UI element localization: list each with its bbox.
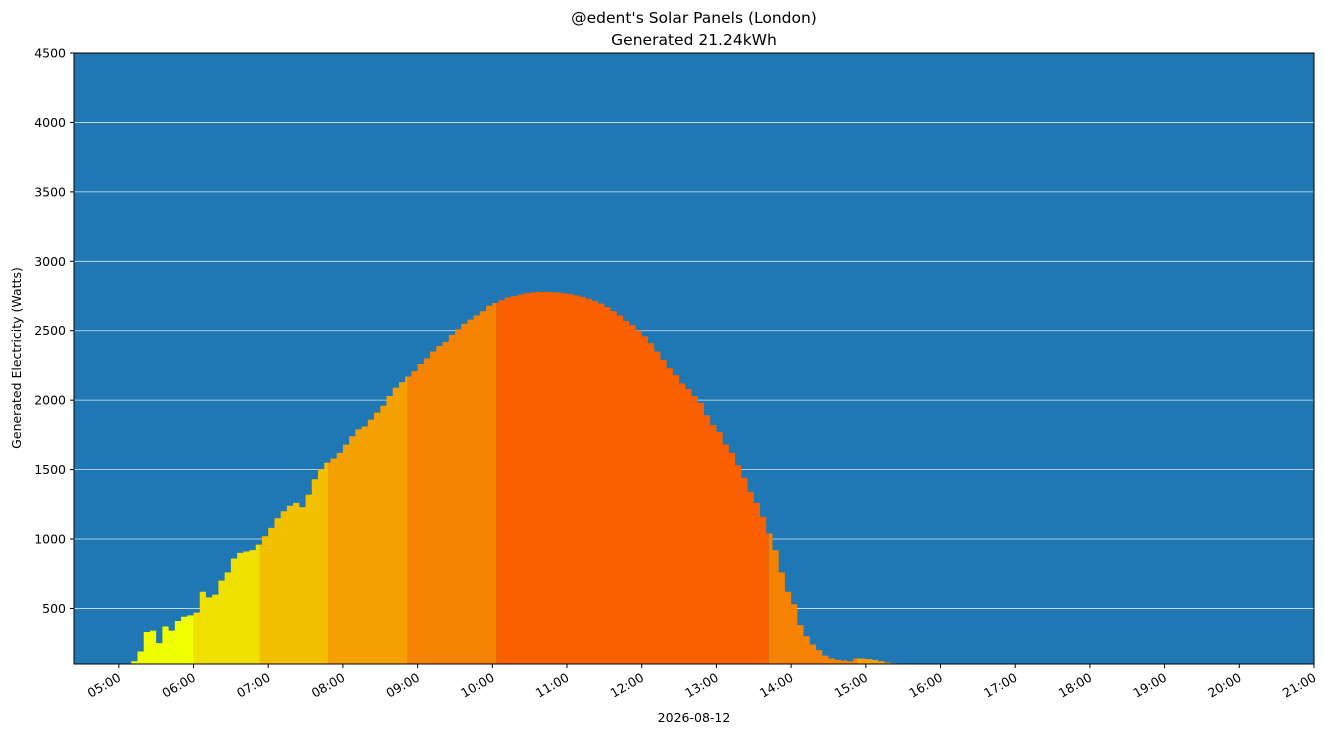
x-tick-label: 18:00 [1056,670,1095,701]
x-tick-label: 06:00 [159,670,198,701]
y-tick-label: 4500 [34,46,66,61]
x-tick-label: 11:00 [533,670,572,701]
y-tick-label: 2000 [34,393,66,408]
chart-title: @edent's Solar Panels (London) [571,9,817,27]
y-axis: 500 1000 1500 2000 2500 3000 3500 4000 4500 [34,46,74,616]
x-tick-label: 10:00 [458,670,497,701]
chart-subtitle: Generated 21.24kWh [611,31,777,49]
y-tick-label: 3000 [34,254,66,269]
y-tick-label: 4000 [34,115,66,130]
plot-frame [73,52,1315,665]
y-tick-label: 3500 [34,184,66,199]
y-tick-label: 2500 [34,323,66,338]
x-tick-label: 19:00 [1130,670,1169,701]
x-tick-label: 09:00 [383,670,422,701]
x-axis-label: 2026-08-12 [658,710,731,725]
x-tick-label: 15:00 [832,670,871,701]
x-tick-label: 14:00 [757,670,796,701]
y-tick-label: 1500 [34,462,66,477]
x-tick-label: 16:00 [906,670,945,701]
x-tick-label: 17:00 [981,670,1020,701]
y-tick-label: 1000 [34,532,66,547]
x-tick-label: 21:00 [1280,670,1319,701]
x-tick-label: 08:00 [309,670,348,701]
x-tick-label: 07:00 [234,670,273,701]
x-tick-label: 12:00 [608,670,647,701]
x-tick-label: 13:00 [682,670,721,701]
x-tick-label: 05:00 [85,670,124,701]
y-tick-label: 500 [42,601,66,616]
x-tick-label: 20:00 [1205,670,1244,701]
y-axis-label: Generated Electricity (Watts) [9,267,24,449]
x-axis: 05:00 06:00 07:00 08:00 09:00 10:00 11:00 12:00… [85,664,1319,701]
